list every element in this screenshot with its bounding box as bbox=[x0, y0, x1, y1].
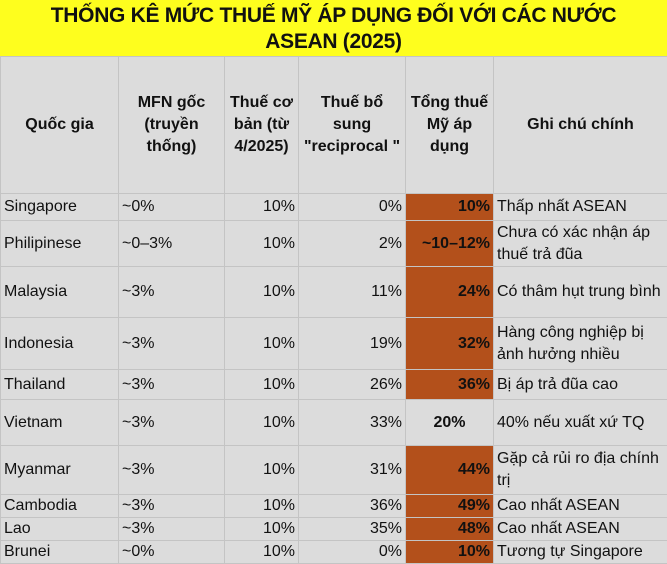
mfn-cell: ~3% bbox=[119, 267, 225, 318]
base-tariff-cell: 10% bbox=[225, 400, 299, 446]
column-header: Tổng thuế Mỹ áp dụng bbox=[406, 57, 494, 194]
country-cell: Malaysia bbox=[1, 267, 119, 318]
reciprocal-tariff-cell: 11% bbox=[299, 267, 406, 318]
table-row: Indonesia~3%10%19%32%Hàng công nghiệp bị… bbox=[1, 318, 667, 370]
mfn-cell: ~3% bbox=[119, 446, 225, 495]
total-tariff-cell: 36% bbox=[406, 370, 494, 400]
total-tariff-cell: 24% bbox=[406, 267, 494, 318]
country-cell: Vietnam bbox=[1, 400, 119, 446]
reciprocal-tariff-cell: 0% bbox=[299, 541, 406, 564]
base-tariff-cell: 10% bbox=[225, 370, 299, 400]
table-row: Cambodia~3%10%36%49%Cao nhất ASEAN bbox=[1, 495, 667, 518]
total-tariff-cell: ~10–12% bbox=[406, 221, 494, 267]
column-header: MFN gốc (truyền thống) bbox=[119, 57, 225, 194]
table-row: Lao~3%10%35%48%Cao nhất ASEAN bbox=[1, 518, 667, 541]
country-cell: Brunei bbox=[1, 541, 119, 564]
note-cell: Cao nhất ASEAN bbox=[494, 495, 667, 518]
page-title: THỐNG KÊ MỨC THUẾ MỸ ÁP DỤNG ĐỐI VỚI CÁC… bbox=[0, 0, 667, 56]
country-cell: Myanmar bbox=[1, 446, 119, 495]
note-cell: Hàng công nghiệp bị ảnh hưởng nhiều bbox=[494, 318, 667, 370]
base-tariff-cell: 10% bbox=[225, 541, 299, 564]
mfn-cell: ~0% bbox=[119, 194, 225, 221]
table-header-row: Quốc gia MFN gốc (truyền thống) Thuế cơ … bbox=[1, 57, 667, 194]
note-cell: Chưa có xác nhận áp thuế trả đũa bbox=[494, 221, 667, 267]
mfn-cell: ~3% bbox=[119, 370, 225, 400]
note-cell: Bị áp trả đũa cao bbox=[494, 370, 667, 400]
mfn-cell: ~3% bbox=[119, 318, 225, 370]
table-row: Thailand~3%10%26%36%Bị áp trả đũa cao bbox=[1, 370, 667, 400]
total-tariff-cell: 32% bbox=[406, 318, 494, 370]
reciprocal-tariff-cell: 36% bbox=[299, 495, 406, 518]
total-tariff-cell: 44% bbox=[406, 446, 494, 495]
note-cell: Cao nhất ASEAN bbox=[494, 518, 667, 541]
column-header: Thuế bổ sung "reciprocal " bbox=[299, 57, 406, 194]
mfn-cell: ~0% bbox=[119, 541, 225, 564]
note-cell: Thấp nhất ASEAN bbox=[494, 194, 667, 221]
total-tariff-cell: 20% bbox=[406, 400, 494, 446]
column-header: Thuế cơ bản (từ 4/2025) bbox=[225, 57, 299, 194]
note-cell: Có thâm hụt trung bình bbox=[494, 267, 667, 318]
table-row: Malaysia~3%10%11%24%Có thâm hụt trung bì… bbox=[1, 267, 667, 318]
mfn-cell: ~3% bbox=[119, 518, 225, 541]
reciprocal-tariff-cell: 2% bbox=[299, 221, 406, 267]
country-cell: Lao bbox=[1, 518, 119, 541]
title-line-2: ASEAN (2025) bbox=[0, 29, 667, 55]
reciprocal-tariff-cell: 26% bbox=[299, 370, 406, 400]
reciprocal-tariff-cell: 31% bbox=[299, 446, 406, 495]
reciprocal-tariff-cell: 0% bbox=[299, 194, 406, 221]
base-tariff-cell: 10% bbox=[225, 446, 299, 495]
country-cell: Cambodia bbox=[1, 495, 119, 518]
column-header: Ghi chú chính bbox=[494, 57, 667, 194]
note-cell: Gặp cả rủi ro địa chính trị bbox=[494, 446, 667, 495]
base-tariff-cell: 10% bbox=[225, 194, 299, 221]
total-tariff-cell: 10% bbox=[406, 541, 494, 564]
country-cell: Thailand bbox=[1, 370, 119, 400]
total-tariff-cell: 10% bbox=[406, 194, 494, 221]
total-tariff-cell: 49% bbox=[406, 495, 494, 518]
table-row: Brunei~0%10%0%10%Tương tự Singapore bbox=[1, 541, 667, 564]
note-cell: 40% nếu xuất xứ TQ bbox=[494, 400, 667, 446]
table-row: Vietnam~3%10%33%20%40% nếu xuất xứ TQ bbox=[1, 400, 667, 446]
mfn-cell: ~3% bbox=[119, 495, 225, 518]
note-cell: Tương tự Singapore bbox=[494, 541, 667, 564]
base-tariff-cell: 10% bbox=[225, 318, 299, 370]
base-tariff-cell: 10% bbox=[225, 267, 299, 318]
reciprocal-tariff-cell: 19% bbox=[299, 318, 406, 370]
table-row: Myanmar~3%10%31%44%Gặp cả rủi ro địa chí… bbox=[1, 446, 667, 495]
total-tariff-cell: 48% bbox=[406, 518, 494, 541]
reciprocal-tariff-cell: 35% bbox=[299, 518, 406, 541]
table-row: Philipinese~0–3%10%2%~10–12%Chưa có xác … bbox=[1, 221, 667, 267]
country-cell: Indonesia bbox=[1, 318, 119, 370]
column-header: Quốc gia bbox=[1, 57, 119, 194]
base-tariff-cell: 10% bbox=[225, 495, 299, 518]
mfn-cell: ~3% bbox=[119, 400, 225, 446]
table-row: Singapore~0%10%0%10%Thấp nhất ASEAN bbox=[1, 194, 667, 221]
tariff-table: Quốc gia MFN gốc (truyền thống) Thuế cơ … bbox=[0, 56, 667, 564]
mfn-cell: ~0–3% bbox=[119, 221, 225, 267]
country-cell: Philipinese bbox=[1, 221, 119, 267]
base-tariff-cell: 10% bbox=[225, 221, 299, 267]
title-line-1: THỐNG KÊ MỨC THUẾ MỸ ÁP DỤNG ĐỐI VỚI CÁC… bbox=[0, 3, 667, 29]
reciprocal-tariff-cell: 33% bbox=[299, 400, 406, 446]
base-tariff-cell: 10% bbox=[225, 518, 299, 541]
country-cell: Singapore bbox=[1, 194, 119, 221]
